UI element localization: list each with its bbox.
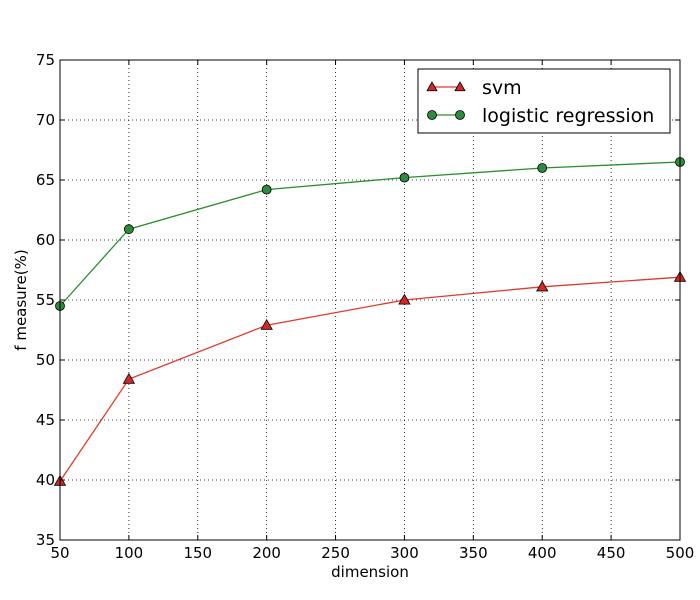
x-axis-label: dimension [331,563,409,581]
data-point-logistic-regression [261,184,272,195]
axis-ticks: 50 100 150 200 250 300 350 400 450 500 35 40 45 50 55 6… [36,51,694,562]
legend-label-svm: svm [482,77,522,99]
legend-marker-logistic-regression [455,110,465,120]
data-point-svm [398,293,411,305]
legend-entry-svm: svm [426,77,522,99]
series-logistic-regression [55,157,685,311]
legend-marker-logistic-regression [427,110,437,120]
data-point-logistic-regression [537,163,548,173]
y-tick-label: 35 [36,531,55,549]
y-tick-label: 70 [36,111,55,129]
y-tick-label: 60 [36,231,55,249]
x-tick-label: 250 [321,544,350,562]
legend: svm logistic regression [417,68,671,134]
y-tick-label: 55 [36,291,55,309]
data-point-logistic-regression [399,172,410,183]
y-axis-label: f measure(%) [12,249,30,350]
x-tick-label: 300 [390,544,419,562]
legend-marker-svm [426,81,438,92]
x-tick-label: 350 [459,544,488,562]
data-point-svm [260,318,273,330]
x-tick-label: 400 [528,544,557,562]
series-line-svm [59,276,681,482]
y-tick-label: 65 [36,171,55,189]
x-tick-label: 50 [50,544,69,562]
data-point-svm [536,280,549,292]
x-tick-label: 150 [183,544,212,562]
legend-box [417,68,671,134]
x-tick-label: 450 [597,544,626,562]
data-point-logistic-regression [123,224,134,235]
y-tick-label: 40 [36,471,55,489]
legend-entry-logistic-regression: logistic regression [427,105,654,127]
series-layer [53,157,687,486]
y-tick-label: 45 [36,411,55,429]
legend-label-logistic-regression: logistic regression [482,105,654,127]
x-tick-label: 200 [252,544,281,562]
y-tick-label: 75 [36,51,55,69]
data-point-svm [122,372,136,384]
series-line-logistic-regression [59,161,681,307]
x-tick-label: 100 [115,544,144,562]
legend-marker-svm [454,81,466,92]
x-tick-label: 500 [666,544,695,562]
series-svm [53,270,687,486]
y-tick-label: 50 [36,351,55,369]
